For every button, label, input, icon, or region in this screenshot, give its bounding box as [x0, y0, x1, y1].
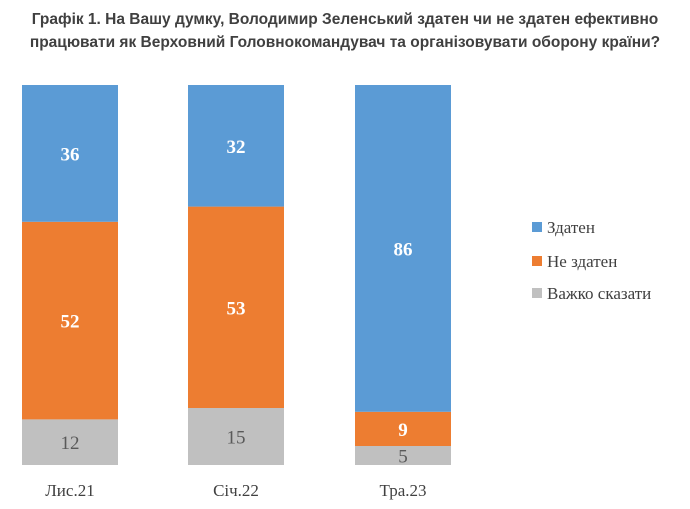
- category-label: Лис.21: [45, 481, 94, 500]
- bar-segment: [22, 419, 118, 465]
- bar-segment: [355, 446, 451, 465]
- bar-segment: [355, 85, 451, 412]
- bar-segment: [22, 85, 118, 222]
- chart-title-line2: працювати як Верховний Головнокомандувач…: [29, 34, 661, 51]
- bar-segment: [188, 85, 284, 207]
- category-label: Тра.23: [379, 481, 426, 500]
- data-label: 5: [398, 447, 408, 468]
- data-label: 86: [394, 239, 413, 260]
- category-label: Січ.22: [213, 481, 259, 500]
- data-label: 32: [227, 137, 246, 158]
- bar-segment: [355, 411, 451, 446]
- bar-segment: [22, 221, 118, 420]
- chart-title-line1: Графік 1. На Вашу думку, Володимир Зелен…: [31, 11, 659, 28]
- legend-label: Не здатен: [547, 252, 617, 271]
- chart-title: Графік 1. На Вашу думку, Володимир Зелен…: [0, 8, 690, 54]
- data-label: 52: [61, 312, 80, 333]
- data-label: 12: [61, 433, 80, 454]
- legend-label: Здатен: [547, 218, 595, 237]
- legend-swatch: [532, 222, 542, 232]
- data-label: 15: [227, 428, 246, 449]
- bar-segment: [188, 408, 284, 465]
- bar-segment: [188, 206, 284, 408]
- legend-label: Важко сказати: [547, 284, 651, 303]
- legend-swatch: [532, 288, 542, 298]
- data-label: 9: [398, 420, 408, 441]
- data-label: 36: [61, 144, 80, 165]
- legend-swatch: [532, 256, 542, 266]
- data-label: 53: [227, 298, 246, 319]
